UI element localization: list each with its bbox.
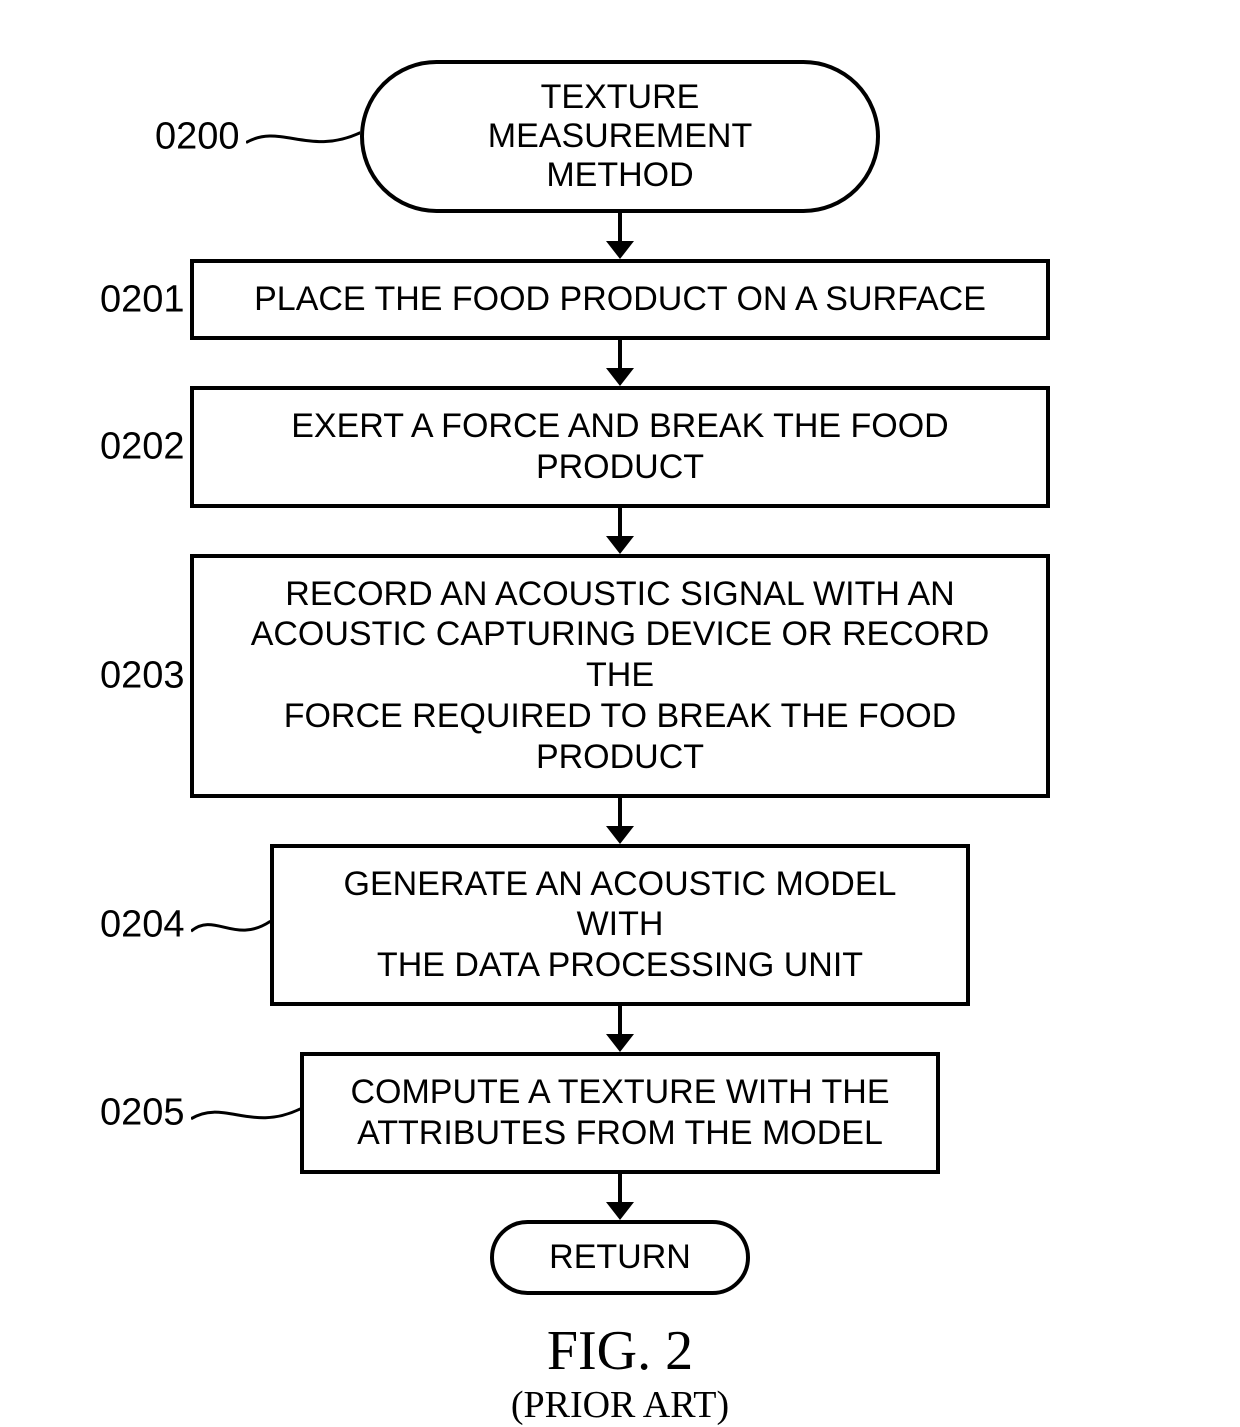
- reference-label: 0202: [100, 425, 185, 468]
- reference-label: 0203: [100, 654, 185, 697]
- arrow-connector: [600, 798, 640, 844]
- reference-label: 0204: [100, 903, 185, 946]
- flowchart-row: EXERT A FORCE AND BREAK THE FOOD PRODUCT…: [0, 386, 1240, 508]
- node-text-line: RETURN: [549, 1238, 691, 1277]
- reference-label: 0205: [100, 1091, 185, 1134]
- flowchart-row: RETURN: [0, 1220, 1240, 1295]
- arrow-down-icon: [600, 213, 640, 259]
- flowchart-row: TEXTURE MEASUREMENTMETHOD 0200: [0, 60, 1240, 213]
- figure-subtitle: (PRIOR ART): [0, 1383, 1240, 1427]
- reference-label: 0201: [100, 278, 185, 321]
- flowchart-row: COMPUTE A TEXTURE WITH THEATTRIBUTES FRO…: [0, 1052, 1240, 1174]
- node-text-line: ACOUSTIC CAPTURING DEVICE OR RECORD THE: [218, 614, 1022, 696]
- node-text-line: TEXTURE MEASUREMENT: [408, 78, 832, 156]
- node-text-line: PLACE THE FOOD PRODUCT ON A SURFACE: [254, 279, 986, 320]
- figure-caption: FIG. 2 (PRIOR ART): [0, 1319, 1240, 1427]
- flowchart-row: RECORD AN ACOUSTIC SIGNAL WITH ANACOUSTI…: [0, 554, 1240, 798]
- terminal-node: TEXTURE MEASUREMENTMETHOD: [360, 60, 880, 213]
- node-text-line: METHOD: [546, 156, 693, 195]
- node-text-line: THE DATA PROCESSING UNIT: [377, 945, 863, 986]
- arrow-down-icon: [600, 1174, 640, 1220]
- process-node: COMPUTE A TEXTURE WITH THEATTRIBUTES FRO…: [300, 1052, 940, 1174]
- arrow-down-icon: [600, 340, 640, 386]
- process-node: EXERT A FORCE AND BREAK THE FOOD PRODUCT: [190, 386, 1050, 508]
- label-connector: [246, 60, 360, 213]
- arrow-connector: [600, 508, 640, 554]
- node-text-line: ATTRIBUTES FROM THE MODEL: [357, 1113, 883, 1154]
- terminal-node: RETURN: [490, 1220, 750, 1295]
- flowchart-row: GENERATE AN ACOUSTIC MODEL WITHTHE DATA …: [0, 844, 1240, 1006]
- label-connector: [191, 844, 270, 1006]
- figure-title: FIG. 2: [0, 1319, 1240, 1383]
- label-connector: [191, 1052, 300, 1174]
- process-node: PLACE THE FOOD PRODUCT ON A SURFACE: [190, 259, 1050, 340]
- flowchart: TEXTURE MEASUREMENTMETHOD 0200 PLACE THE F…: [0, 0, 1240, 1295]
- arrow-connector: [600, 1174, 640, 1220]
- process-node: RECORD AN ACOUSTIC SIGNAL WITH ANACOUSTI…: [190, 554, 1050, 798]
- node-text-line: FORCE REQUIRED TO BREAK THE FOOD PRODUCT: [218, 696, 1022, 778]
- node-text-line: GENERATE AN ACOUSTIC MODEL WITH: [298, 864, 942, 946]
- node-text-line: EXERT A FORCE AND BREAK THE FOOD PRODUCT: [218, 406, 1022, 488]
- reference-label: 0200: [155, 115, 240, 158]
- process-node: GENERATE AN ACOUSTIC MODEL WITHTHE DATA …: [270, 844, 970, 1006]
- arrow-down-icon: [600, 1006, 640, 1052]
- arrow-connector: [600, 340, 640, 386]
- arrow-connector: [600, 1006, 640, 1052]
- arrow-down-icon: [600, 508, 640, 554]
- arrow-down-icon: [600, 798, 640, 844]
- node-text-line: COMPUTE A TEXTURE WITH THE: [350, 1072, 889, 1113]
- arrow-connector: [600, 213, 640, 259]
- flowchart-row: PLACE THE FOOD PRODUCT ON A SURFACE 0201: [0, 259, 1240, 340]
- node-text-line: RECORD AN ACOUSTIC SIGNAL WITH AN: [285, 574, 954, 615]
